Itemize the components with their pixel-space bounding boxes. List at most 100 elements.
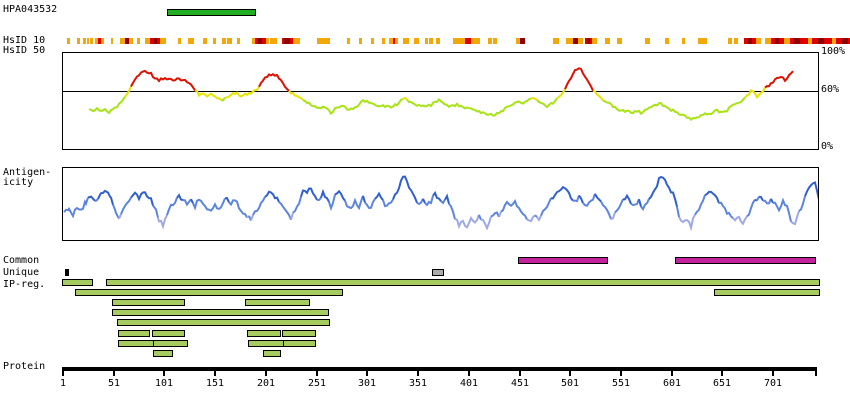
axis-tick	[113, 367, 115, 376]
hsid10-segment	[800, 38, 808, 44]
axis-tick-label: 251	[307, 378, 327, 389]
axis-tick-label: 351	[408, 378, 428, 389]
ytick-100pct: 100%	[821, 46, 846, 57]
hsid10-segment	[178, 38, 181, 44]
hsid10-segment	[98, 38, 101, 44]
hsid10-segment	[590, 38, 592, 44]
hsid10-segment	[227, 38, 232, 44]
hsid10-segment	[188, 38, 194, 44]
hsid10-segment	[752, 38, 756, 44]
axis-tick	[569, 367, 571, 376]
hsid10-segment	[744, 38, 748, 44]
hsid10-segment	[808, 38, 812, 44]
hsid10-segment	[493, 38, 497, 44]
hsid10-segment	[784, 38, 790, 44]
hsid10-segment	[573, 38, 578, 44]
unique-epitope-tick	[65, 269, 69, 276]
hsid10-segment	[266, 38, 269, 44]
hsid10-segment	[213, 38, 216, 44]
ip-region-bar	[714, 289, 820, 296]
hsid10-segment	[77, 38, 80, 44]
antigen-accession-label: HPA043532	[3, 4, 58, 15]
antigenicity-curve	[63, 175, 818, 232]
axis-tick-label: 1	[59, 378, 67, 389]
antigenicity-label-line2: icity	[3, 177, 34, 188]
axis-tick-label: 601	[662, 378, 682, 389]
axis-tick	[671, 367, 673, 376]
axis-tick	[366, 367, 368, 376]
antigenicity-chart	[62, 167, 819, 241]
hsid10-segment	[222, 38, 226, 44]
unique-epitope-bar	[432, 269, 444, 276]
ytick-0pct: 0%	[821, 141, 834, 152]
ip-region-bar	[117, 319, 330, 326]
common-track-label: Common	[3, 255, 40, 266]
axis-tick-label: 701	[763, 378, 783, 389]
hsid10-segment	[578, 38, 583, 44]
hsid10-segment	[605, 38, 610, 44]
ip-region-bar	[283, 340, 316, 347]
hsid10-segment	[290, 38, 293, 44]
unique-track-label: Unique	[3, 267, 40, 278]
hsid10-segment	[665, 38, 669, 44]
hsid10-segment	[645, 38, 650, 44]
axis-tick	[316, 367, 318, 376]
hsid10-segment	[812, 38, 818, 44]
hsid10-segment	[160, 38, 166, 44]
ip-region-bar	[153, 340, 188, 347]
ip-region-bar	[118, 340, 155, 347]
ip-region-bar	[62, 279, 93, 286]
hsid10-segment	[585, 38, 587, 44]
hsid10-segment	[137, 38, 140, 44]
axis-tick	[62, 367, 64, 376]
hsid10-segment	[414, 38, 419, 44]
hsid50-label: HsID 50	[3, 45, 46, 56]
hsid10-segment	[436, 38, 440, 44]
hsid10-segment	[453, 38, 465, 44]
hsid10-segment	[728, 38, 732, 44]
hsid10-segment	[67, 38, 70, 44]
hsid10-segment	[520, 38, 525, 44]
hsid10-segment	[111, 38, 113, 44]
hsid10-segment	[471, 38, 480, 44]
hsid10-segment	[129, 38, 133, 44]
hsid10-segment	[553, 38, 559, 44]
hsid10-segment	[145, 38, 150, 44]
hsid10-segment	[203, 38, 207, 44]
hsid10-segment	[125, 38, 129, 44]
hsid10-segment	[832, 38, 836, 44]
hsid10-segment	[95, 38, 98, 44]
hsid10-segment	[824, 38, 832, 44]
antigenicity-label-line1: Antigen-	[3, 167, 52, 178]
axis-end-tick	[815, 367, 817, 376]
axis-tick	[519, 367, 521, 376]
hsid10-segment	[818, 38, 824, 44]
antigen-region-bar	[167, 9, 256, 16]
hsid10-segment	[258, 38, 262, 44]
hsid10-segment	[488, 38, 492, 44]
hsid10-segment	[748, 38, 752, 44]
hsid10-segment	[592, 38, 597, 44]
hsid10-segment	[157, 38, 160, 44]
hsid10-segment	[698, 38, 707, 44]
hsid10-segment	[150, 38, 154, 44]
hsid10-segment	[765, 38, 771, 44]
ip-region-bar	[245, 299, 310, 306]
protein-axis-bar	[62, 367, 817, 371]
hsid10-segment	[395, 38, 398, 44]
hsid10-segment	[282, 38, 284, 44]
hsid10-segment	[756, 38, 761, 44]
axis-tick-label: 501	[560, 378, 580, 389]
protein-axis-label: Protein	[3, 361, 46, 372]
ip-region-bar	[247, 330, 281, 337]
hsid10-segment	[120, 38, 125, 44]
axis-tick-label: 201	[256, 378, 276, 389]
hsid10-segment	[262, 38, 266, 44]
hsid10-segment	[566, 38, 573, 44]
hsid10-segment	[429, 38, 433, 44]
ip-region-bar	[75, 289, 343, 296]
hsid10-segment	[465, 38, 471, 44]
hsid10-segment	[516, 38, 520, 44]
hsid10-segment	[403, 38, 409, 44]
hsid10-label: HsID 10	[3, 35, 46, 46]
